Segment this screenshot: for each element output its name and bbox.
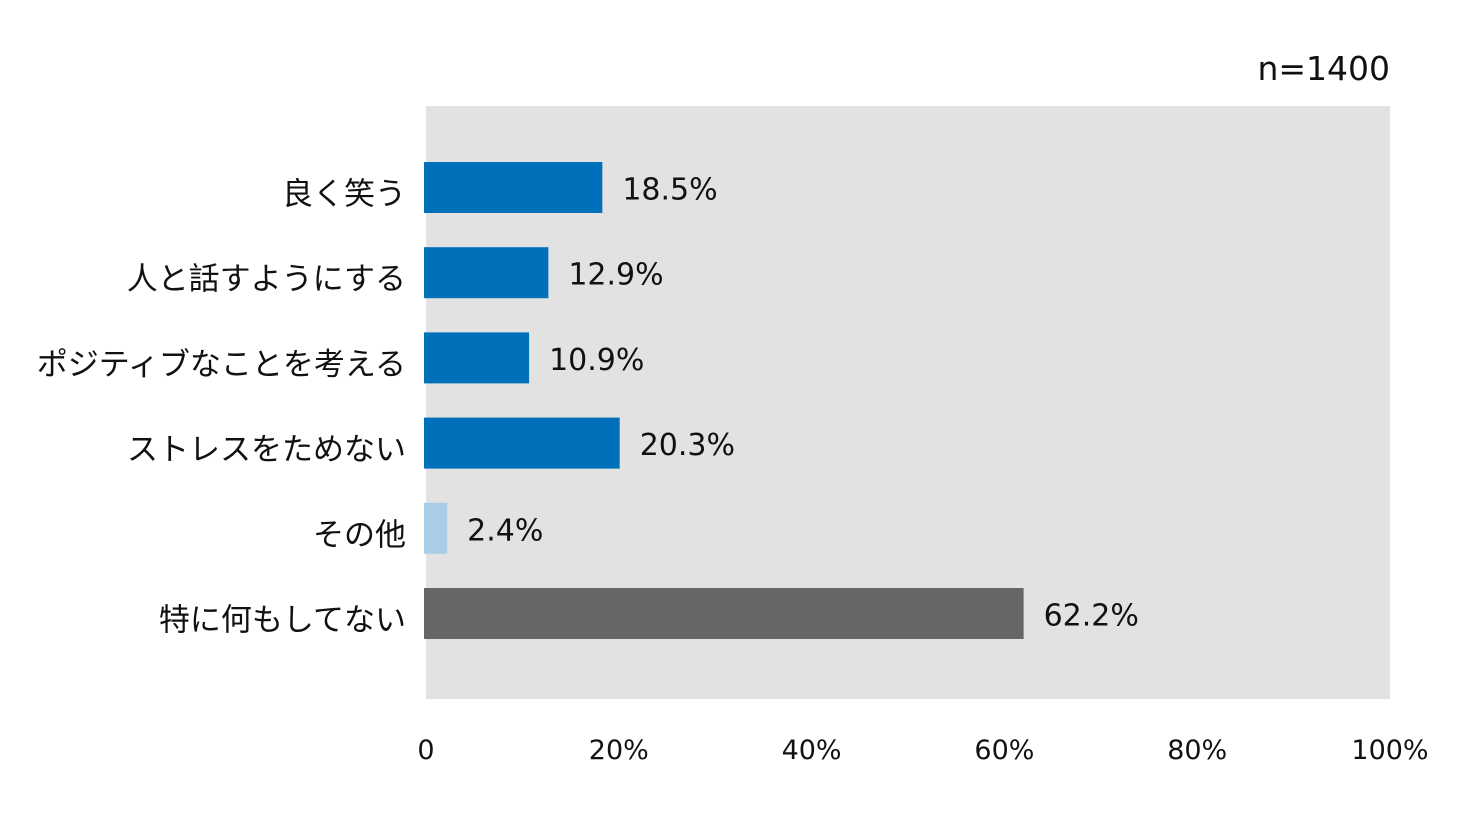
sample-size-label: n=1400 [1257, 49, 1390, 88]
category-label: 良く笑う [282, 177, 406, 213]
x-tick-label: 40% [782, 735, 842, 766]
value-label: 18.5% [622, 173, 717, 208]
value-label: 62.2% [1044, 599, 1139, 634]
value-label: 12.9% [568, 258, 663, 293]
x-axis-ticks: 0 20% 40% 60% 80% 100% [417, 735, 1428, 766]
x-tick-label: 80% [1167, 735, 1227, 766]
category-label: ポジティブなことを考える [37, 347, 406, 383]
x-tick-label: 0 [417, 735, 434, 766]
value-label: 2.4% [467, 513, 543, 548]
bar [424, 417, 620, 469]
value-label: 10.9% [549, 343, 644, 378]
x-tick-label: 60% [974, 735, 1034, 766]
x-tick-label: 100% [1351, 735, 1428, 766]
value-label: 20.3% [640, 428, 735, 463]
category-label: その他 [313, 517, 406, 553]
category-label: 人と話すようにする [127, 262, 406, 298]
category-label: ストレスをためない [127, 432, 406, 468]
bar [424, 162, 603, 213]
bar [424, 247, 549, 299]
category-label: 特に何もしてない [159, 603, 406, 639]
bar [424, 588, 1024, 639]
bar [424, 502, 448, 554]
x-tick-label: 20% [589, 735, 649, 766]
bars-group: 良く笑う 18.5% 人と話すようにする 12.9% ポジティブなことを考える 10.9%… [37, 162, 1139, 639]
bar [424, 332, 530, 384]
